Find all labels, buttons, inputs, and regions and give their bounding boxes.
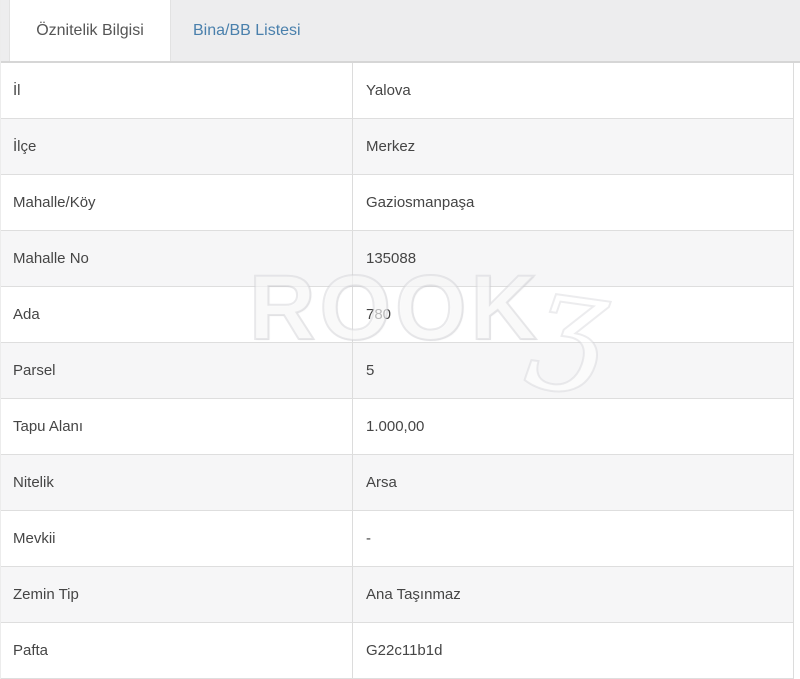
row-label: Parsel <box>13 362 56 379</box>
row-value: 5 <box>352 343 793 398</box>
row-label: Nitelik <box>13 474 54 491</box>
attribute-table: İl Yalova İlçe Merkez Mahalle/Köy Gazios… <box>1 63 794 679</box>
row-value: Gaziosmanpaşa <box>352 175 793 230</box>
row-label: İlçe <box>13 138 37 155</box>
table-row: Mahalle/Köy Gaziosmanpaşa <box>1 175 793 231</box>
row-value: G22c11b1d <box>352 623 793 678</box>
row-value: - <box>352 511 793 566</box>
row-label: Zemin Tip <box>13 586 79 603</box>
table-row: Pafta G22c11b1d <box>1 623 793 679</box>
table-row: Mahalle No 135088 <box>1 231 793 287</box>
table-row: Ada 780 <box>1 287 793 343</box>
tab-oznitelik-bilgisi[interactable]: Öznitelik Bilgisi <box>9 0 171 61</box>
row-value: Arsa <box>352 455 793 510</box>
row-label: Mahalle/Köy <box>13 194 96 211</box>
table-row: Nitelik Arsa <box>1 455 793 511</box>
row-value: Yalova <box>352 63 793 118</box>
row-label: Pafta <box>13 642 49 659</box>
row-label: Tapu Alanı <box>13 418 84 435</box>
tab-bina-bb-listesi[interactable]: Bina/BB Listesi <box>193 21 301 39</box>
tab-bar: Öznitelik Bilgisi Bina/BB Listesi <box>1 0 800 63</box>
row-value: Merkez <box>352 119 793 174</box>
row-label: Ada <box>13 306 40 323</box>
table-row: İl Yalova <box>1 63 793 119</box>
row-value: 1.000,00 <box>352 399 793 454</box>
table-row: İlçe Merkez <box>1 119 793 175</box>
table-row: Zemin Tip Ana Taşınmaz <box>1 567 793 623</box>
table-row: Tapu Alanı 1.000,00 <box>1 399 793 455</box>
row-value: Ana Taşınmaz <box>352 567 793 622</box>
row-label: Mahalle No <box>13 250 89 267</box>
row-label: İl <box>13 82 21 99</box>
row-value: 780 <box>352 287 793 342</box>
row-value: 135088 <box>352 231 793 286</box>
table-row: Parsel 5 <box>1 343 793 399</box>
table-row: Mevkii - <box>1 511 793 567</box>
row-label: Mevkii <box>13 530 56 547</box>
